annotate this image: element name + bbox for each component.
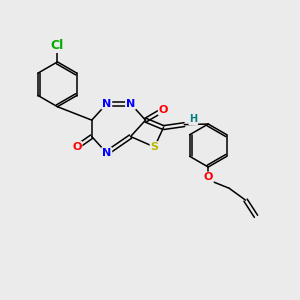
Text: N: N <box>102 99 111 109</box>
Text: N: N <box>102 148 111 158</box>
Text: O: O <box>159 105 168 115</box>
Text: H: H <box>189 114 197 124</box>
Text: N: N <box>126 99 135 109</box>
Text: O: O <box>203 172 213 182</box>
Text: S: S <box>151 142 158 152</box>
Text: Cl: Cl <box>51 39 64 52</box>
Text: O: O <box>72 142 82 152</box>
